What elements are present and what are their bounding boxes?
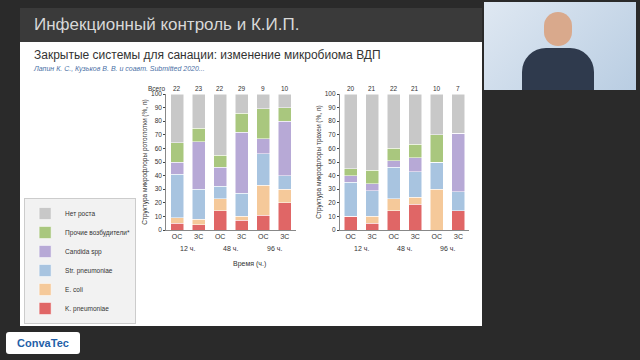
svg-text:7: 7 [456,85,460,92]
svg-text:96 ч.: 96 ч. [440,245,455,252]
svg-text:Нет роста: Нет роста [65,210,95,218]
svg-text:80: 80 [155,117,163,124]
svg-text:30: 30 [328,185,336,192]
svg-text:E. coli: E. coli [65,286,83,293]
svg-text:0: 0 [158,226,162,233]
svg-text:ОС: ОС [388,233,399,240]
svg-text:10: 10 [328,213,336,220]
svg-text:ЗС: ЗС [194,233,203,240]
svg-text:48 ч.: 48 ч. [397,245,412,252]
svg-text:90: 90 [155,104,163,111]
svg-text:0: 0 [332,226,336,233]
svg-text:Структура микрофлоры ротоглотк: Структура микрофлоры ротоглотки (%, n) [141,99,149,224]
svg-text:Candida spp: Candida spp [65,248,102,256]
svg-text:20: 20 [155,199,163,206]
svg-text:20: 20 [347,85,355,92]
svg-text:90: 90 [328,104,336,111]
svg-text:ОС: ОС [215,233,226,240]
svg-text:10: 10 [433,85,441,92]
svg-text:20: 20 [328,199,336,206]
html-text:Закрытые системы для санации:: Закрытые системы для санации: изменение … [34,48,381,62]
svg-text:ЗС: ЗС [454,233,463,240]
svg-text:50: 50 [155,158,163,165]
svg-text:96 ч.: 96 ч. [267,245,282,252]
svg-text:40: 40 [328,172,336,179]
svg-text:ЗС: ЗС [237,233,246,240]
svg-text:ОС: ОС [432,233,443,240]
svg-text:ОС: ОС [258,233,269,240]
svg-text:60: 60 [155,145,163,152]
svg-text:70: 70 [155,131,163,138]
svg-text:10: 10 [155,213,163,220]
svg-text:21: 21 [368,85,376,92]
svg-text:Прочие возбудители*: Прочие возбудители* [65,229,130,237]
svg-text:ОС: ОС [172,233,183,240]
html-text:ConvaTec: ConvaTec [17,337,69,349]
svg-text:22: 22 [390,85,398,92]
svg-text:40: 40 [155,172,163,179]
svg-text:22: 22 [216,85,224,92]
svg-text:ЗС: ЗС [411,233,420,240]
svg-text:Str. pneumoniae: Str. pneumoniae [65,267,113,275]
svg-text:12 ч.: 12 ч. [354,245,369,252]
svg-text:60: 60 [328,145,336,152]
svg-text:100: 100 [151,90,162,97]
svg-text:9: 9 [261,85,265,92]
svg-text:70: 70 [328,131,336,138]
svg-text:ЗС: ЗС [280,233,289,240]
svg-text:80: 80 [328,117,336,124]
html-text:Инфекционный контроль и К.И.П.: Инфекционный контроль и К.И.П. [34,15,300,34]
svg-text:50: 50 [328,158,336,165]
svg-text:12 ч.: 12 ч. [180,245,195,252]
svg-text:100: 100 [325,90,336,97]
svg-text:21: 21 [411,85,419,92]
svg-text:29: 29 [238,85,246,92]
svg-text:ОС: ОС [345,233,356,240]
svg-text:ЗС: ЗС [368,233,377,240]
svg-text:30: 30 [155,185,163,192]
svg-text:K. pneumoniae: K. pneumoniae [65,305,109,313]
svg-text:Всего: Всего [148,85,165,92]
svg-text:22: 22 [173,85,181,92]
svg-text:23: 23 [195,85,203,92]
svg-text:Структура микрофлоры трахеи (%: Структура микрофлоры трахеи (%, n) [315,105,323,218]
svg-text:10: 10 [281,85,289,92]
svg-text:Время (ч.): Время (ч.) [233,260,266,268]
svg-text:48 ч.: 48 ч. [223,245,238,252]
html-text:Лапин К. С., Кузьков В. В. и с: Лапин К. С., Кузьков В. В. и соавт. Subm… [34,65,205,72]
